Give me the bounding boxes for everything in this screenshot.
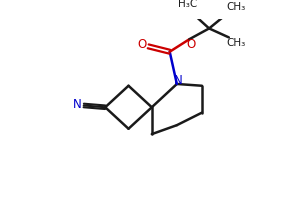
Text: O: O (137, 38, 147, 51)
Text: N: N (73, 98, 82, 111)
Text: H₃C: H₃C (178, 0, 197, 9)
Text: N: N (173, 74, 182, 87)
Text: O: O (187, 38, 196, 51)
Text: CH₃: CH₃ (226, 2, 246, 12)
Text: CH₃: CH₃ (226, 38, 246, 48)
